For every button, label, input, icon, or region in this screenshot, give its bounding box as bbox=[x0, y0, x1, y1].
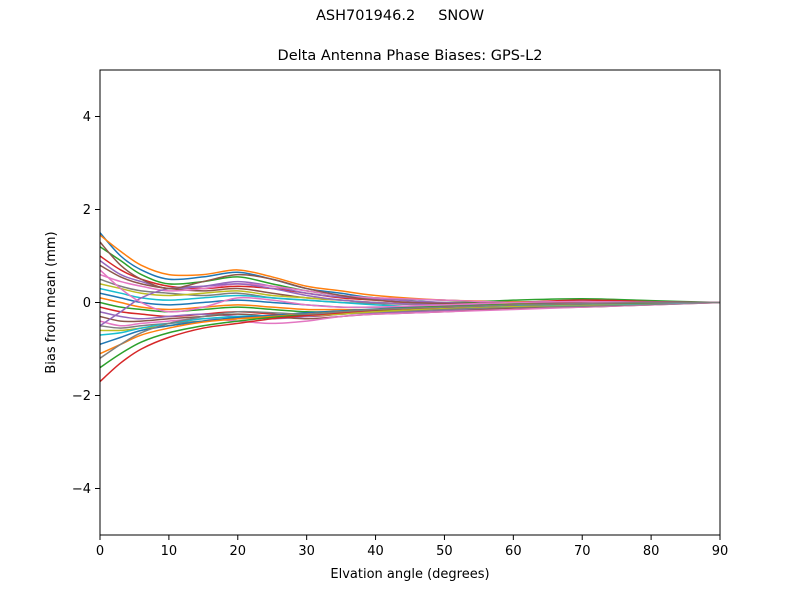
axis-ticks bbox=[95, 116, 721, 540]
x-tick-label: 90 bbox=[712, 544, 729, 559]
x-tick-label: 10 bbox=[161, 544, 178, 559]
y-tick-label: −2 bbox=[72, 389, 91, 404]
series-lines bbox=[100, 232, 720, 383]
axis-tick-labels: 0 10 20 30 40 50 60 70 80 90 −4 −2 0 2 4 bbox=[72, 110, 728, 559]
y-tick-label: 4 bbox=[83, 110, 91, 125]
bias-line-series-27 bbox=[100, 269, 720, 313]
x-tick-label: 20 bbox=[230, 544, 247, 559]
x-tick-label: 50 bbox=[436, 544, 453, 559]
x-tick-label: 80 bbox=[643, 544, 660, 559]
y-tick-label: 0 bbox=[83, 296, 91, 311]
figure-suptitle: ASH701946.2 SNOW bbox=[315, 8, 485, 24]
bias-line-series-28 bbox=[100, 301, 720, 360]
y-tick-label: 2 bbox=[83, 203, 91, 218]
axes-title: Delta Antenna Phase Biases: GPS-L2 bbox=[277, 48, 543, 64]
x-tick-label: 0 bbox=[96, 544, 104, 559]
x-tick-label: 30 bbox=[298, 544, 315, 559]
bias-line-series-02 bbox=[100, 234, 720, 304]
bias-line-series-17 bbox=[100, 301, 720, 327]
x-tick-label: 40 bbox=[367, 544, 384, 559]
bias-line-series-26 bbox=[100, 241, 720, 305]
x-tick-label: 60 bbox=[505, 544, 522, 559]
x-tick-label: 70 bbox=[574, 544, 591, 559]
y-tick-label: −4 bbox=[72, 482, 91, 497]
x-axis-label: Elvation angle (degrees) bbox=[330, 567, 489, 582]
y-axis-label: Bias from mean (mm) bbox=[44, 231, 59, 373]
bias-line-series-01 bbox=[100, 232, 720, 304]
